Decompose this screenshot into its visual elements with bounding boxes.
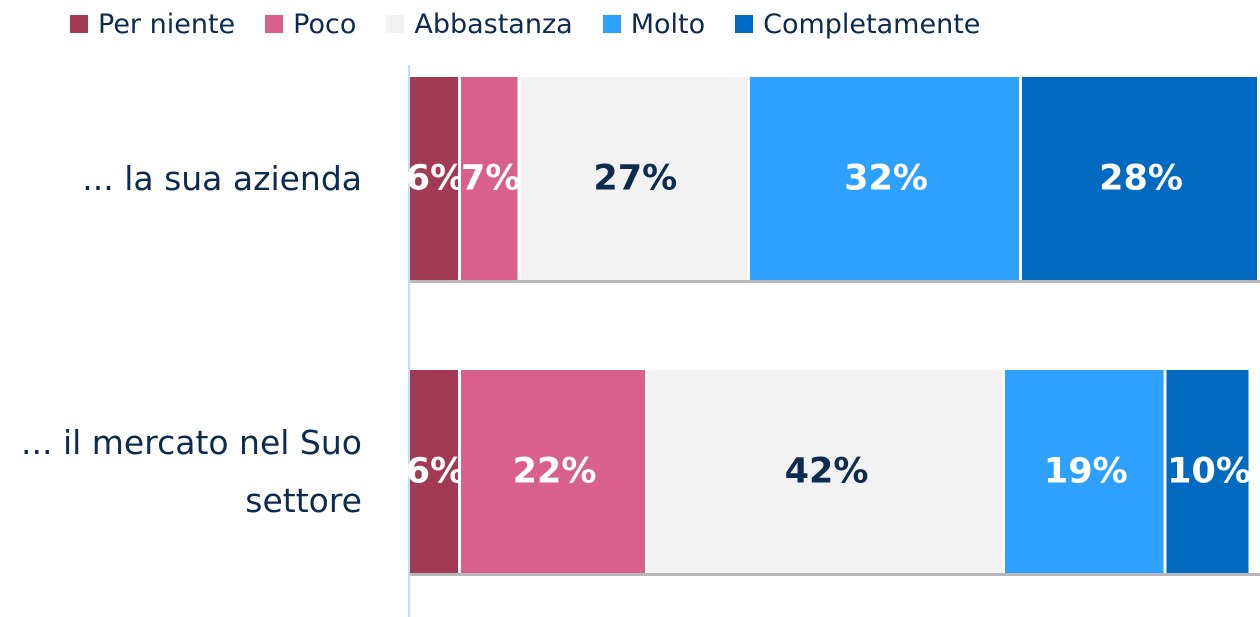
value-label: 10%: [1167, 452, 1251, 492]
value-label: 19%: [1044, 452, 1128, 492]
legend-swatch: [70, 15, 88, 33]
bar-segment: [1166, 370, 1249, 573]
bar-shadow: [410, 573, 1260, 576]
legend-item: Completamente: [735, 9, 980, 40]
legend-label: Abbastanza: [414, 8, 573, 40]
bar-segment: [461, 77, 518, 280]
bar-segment: [410, 370, 458, 573]
value-label: 22%: [513, 452, 597, 492]
value-label: 42%: [785, 452, 869, 492]
bar-segment: [520, 77, 747, 280]
legend-swatch: [386, 15, 405, 33]
value-label: 32%: [844, 159, 928, 199]
legend-item: Poco: [265, 9, 356, 40]
value-label: 27%: [593, 159, 677, 199]
bar-shadow: [410, 280, 1260, 283]
legend-label: Molto: [630, 8, 706, 40]
bar-segment: [648, 370, 1002, 573]
bar-segment: [461, 370, 645, 573]
legend-swatch: [265, 15, 284, 33]
value-label: 6%: [406, 159, 465, 199]
bar-segment: [750, 77, 1019, 280]
bar-segment: [410, 77, 458, 280]
legend-swatch: [735, 15, 754, 33]
category-label: ... la sua azienda: [82, 158, 362, 198]
legend-label: Completamente: [763, 8, 981, 40]
category-label: ... il mercato nel Suo settore: [21, 422, 362, 520]
legend: Per niente Poco Abbastanza Molto Completamen…: [70, 4, 980, 44]
legend-swatch: [602, 15, 621, 33]
bar-segment: [1005, 370, 1164, 573]
value-label: 28%: [1099, 159, 1183, 199]
bar-segment: [1022, 77, 1257, 280]
legend-item: Abbastanza: [386, 8, 573, 40]
value-label: 7%: [461, 159, 520, 199]
legend-item: Molto: [602, 8, 706, 40]
value-label: 6%: [406, 452, 465, 492]
legend-label: Per niente: [98, 8, 236, 40]
legend-item: Per niente: [70, 9, 235, 40]
legend-label: Poco: [293, 8, 357, 40]
